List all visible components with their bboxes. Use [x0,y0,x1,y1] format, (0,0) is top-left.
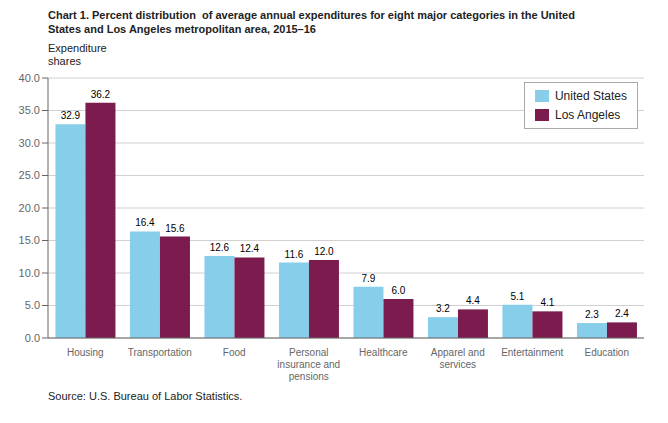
svg-text:0.0: 0.0 [25,332,40,344]
svg-text:5.0: 5.0 [25,299,40,311]
svg-text:16.4: 16.4 [135,217,155,228]
svg-text:Entertainment: Entertainment [501,347,563,358]
html-text:Los Angeles: Los Angeles [555,108,621,122]
svg-text:40.0: 40.0 [19,72,40,84]
svg-text:11.6: 11.6 [285,249,304,260]
svg-text:3.2: 3.2 [436,303,450,314]
svg-text:32.9: 32.9 [61,110,81,121]
html-text:Chart 1. Percent distribution: Chart 1. Percent distribution of average… [48,9,575,21]
svg-text:Apparel andservices: Apparel andservices [431,347,485,370]
html-text:Expenditure shares: Expenditure shares [48,42,107,67]
svg-text:12.0: 12.0 [314,246,334,257]
svg-text:35.0: 35.0 [19,104,40,116]
svg-text:36.2: 36.2 [91,89,111,100]
svg-text:20.0: 20.0 [19,202,40,214]
svg-text:Education: Education [585,347,629,358]
html-text:United States: United States [555,89,627,103]
svg-text:12.6: 12.6 [210,242,230,253]
svg-text:6.0: 6.0 [391,285,405,296]
svg-text:15.6: 15.6 [165,223,185,234]
svg-text:5.1: 5.1 [510,291,524,302]
svg-text:30.0: 30.0 [19,137,40,149]
svg-text:Housing: Housing [67,347,104,358]
svg-text:Food: Food [223,347,246,358]
svg-text:2.3: 2.3 [585,309,599,320]
svg-text:Personalinsurance andpensions: Personalinsurance andpensions [277,347,340,382]
svg-text:Transportation: Transportation [128,347,192,358]
svg-text:2.4: 2.4 [615,308,629,319]
svg-text:12.4: 12.4 [240,243,260,254]
svg-text:25.0: 25.0 [19,169,40,181]
html-text:Source: U.S. Bureau of Labor S: Source: U.S. Bureau of Labor Statistics. [48,390,243,402]
html-text:States and Los Angeles metropo: States and Los Angeles metropolitan area… [48,23,316,35]
svg-text:4.4: 4.4 [466,295,480,306]
svg-text:7.9: 7.9 [361,273,375,284]
svg-text:15.0: 15.0 [19,234,40,246]
svg-text:Healthcare: Healthcare [359,347,408,358]
svg-text:4.1: 4.1 [540,297,554,308]
svg-text:10.0: 10.0 [19,267,40,279]
